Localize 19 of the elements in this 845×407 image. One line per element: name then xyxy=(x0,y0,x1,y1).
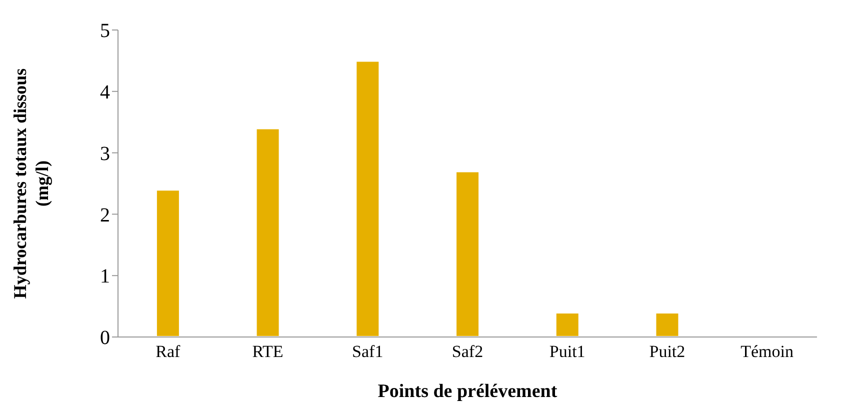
x-tick-label: Raf xyxy=(156,342,181,362)
y-axis-title: Hydrocarbures totaux dissous (mg/l) xyxy=(10,68,52,299)
x-tick-label: RTE xyxy=(252,342,284,362)
bar xyxy=(354,60,381,337)
y-tick-label: 3 xyxy=(100,142,110,165)
bar xyxy=(454,170,481,337)
x-tick-label: Puit1 xyxy=(549,342,586,362)
x-tick-label: Puit2 xyxy=(649,342,686,362)
y-tick-label: 1 xyxy=(100,266,110,288)
y-tick-label: 4 xyxy=(100,82,110,104)
bar xyxy=(254,127,281,337)
y-tick-label: 2 xyxy=(100,204,110,226)
y-tick-label: 0 xyxy=(100,327,110,350)
x-axis-title: Points de prélévement xyxy=(378,381,558,402)
bar xyxy=(154,188,181,337)
x-tick-label: Saf2 xyxy=(452,342,484,362)
y-tick-label: 5 xyxy=(100,20,110,42)
x-tick-label: Témoin xyxy=(740,342,794,362)
x-tick-label: Saf1 xyxy=(352,342,384,362)
